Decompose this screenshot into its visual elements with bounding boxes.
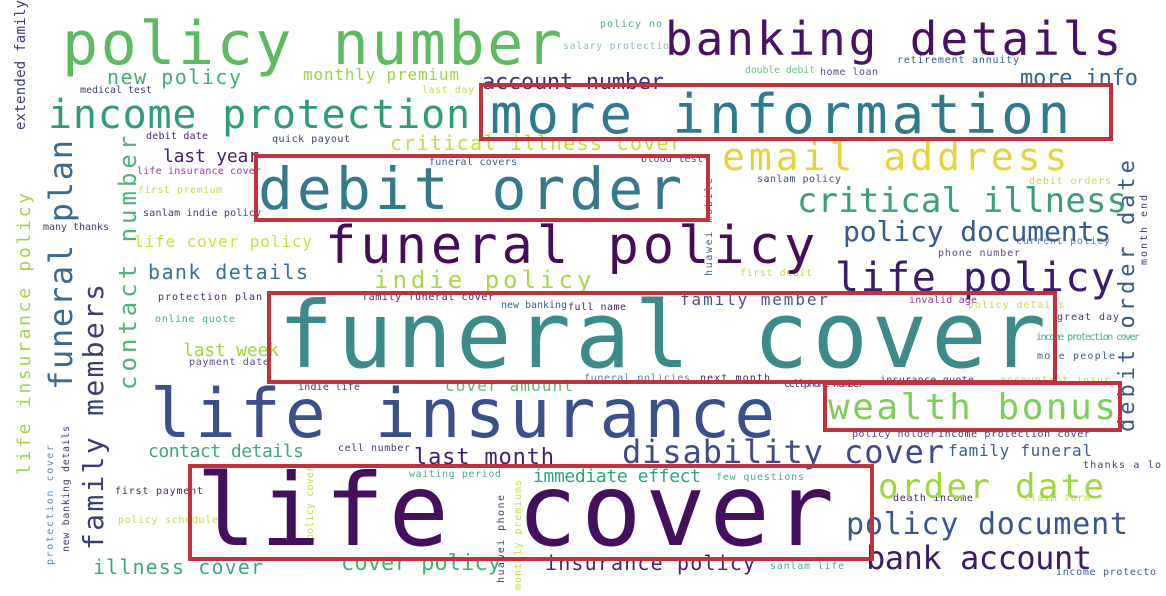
cloud-word-immediate-effect: immediate effect [533, 466, 701, 487]
cloud-word-indie-life: indie life [298, 382, 361, 393]
cloud-word-funeral-plan: funeral plan [42, 138, 80, 390]
cloud-word-last-year: last year [163, 146, 259, 167]
cloud-word-phone-number: phone number [938, 248, 1021, 259]
cloud-word-wealth-bonus: wealth bonus [828, 387, 1119, 428]
cloud-word-funeral-policies: funeral policies [584, 373, 691, 384]
cloud-word-disability-cover: disability cover [622, 433, 945, 471]
cloud-word-first-debit: first debit [740, 268, 813, 279]
cloud-word-bank-details: bank details [148, 260, 310, 284]
cloud-word-family-funeral: family funeral [948, 441, 1093, 460]
cloud-word-bank-account: bank account [866, 539, 1092, 577]
cloud-word-last-day: last day [422, 85, 475, 96]
cloud-word-family-member: family member [680, 290, 830, 309]
highlight-box-life-cover [188, 464, 874, 561]
cloud-word-banking-details: banking details [665, 12, 1124, 66]
cloud-word-policy-documents: policy documents [843, 215, 1111, 248]
cloud-word-double-debit: double debit [745, 65, 815, 76]
cloud-word-policy-schedule: policy schedule [118, 515, 219, 526]
cloud-word-debit-order: debit order [258, 155, 687, 223]
cloud-word-funeral-cover: funeral cover [278, 282, 1051, 389]
cloud-word-death-income: death income [893, 493, 974, 504]
cloud-word-funeral-policy: funeral policy [325, 216, 820, 276]
cloud-word-retirement-annuity: retirement annuity [897, 55, 1020, 66]
cloud-word-new-policy: new policy [107, 65, 243, 89]
cloud-word-current-policy: current policy [1016, 236, 1111, 247]
cloud-word-last-month: last month [414, 445, 555, 470]
highlight-box-more-information [479, 83, 1113, 141]
cloud-word-claim-form: claim form [1024, 493, 1091, 504]
highlight-box-wealth-bonus [823, 381, 1122, 432]
cloud-word-blood-test: blood test [641, 154, 704, 165]
cloud-word-next-month: next month [700, 373, 772, 384]
cloud-word-thanks-a-lot: thanks a lo [1083, 460, 1163, 471]
cloud-word-new-banking: new banking [501, 300, 568, 311]
cloud-word-indie-policy: indie policy [374, 266, 596, 294]
cloud-word-protection-plan: protection plan [158, 292, 264, 303]
cloud-word-email-address: email address [722, 135, 1072, 179]
cloud-word-extended-family: extended family [13, 0, 29, 130]
cloud-word-first-premium: first premium [138, 185, 223, 196]
cloud-word-policy-document: policy document [846, 507, 1129, 542]
highlight-box-funeral-cover [267, 291, 1057, 384]
cloud-word-sanlam-indie-policy: sanlam indie policy [143, 208, 262, 219]
cloud-word-life-insurance: life insurance [150, 375, 780, 454]
cloud-word-contact-details: contact details [148, 441, 304, 462]
cloud-word-critical-illness: critical illness [797, 181, 1128, 221]
cloud-word-home-loan: home loan [820, 67, 879, 78]
cloud-word-policy-holder: policy holder [852, 429, 937, 440]
cloud-word-family-members: family members [77, 281, 110, 550]
cloud-word-income-protection-cover-sm: income protection cover [1036, 332, 1140, 343]
cloud-word-online-quote: online quote [155, 314, 236, 325]
cloud-word-account-number: account number [482, 70, 664, 95]
cloud-word-quick-payout: quick payout [272, 134, 351, 145]
cloud-word-last-week: last week [183, 340, 279, 361]
cloud-word-salary-protection: salary protectio [563, 41, 670, 52]
cloud-word-income-protection: income protection [48, 92, 471, 138]
cloud-word-new-banking-details: new banking details [61, 425, 72, 552]
cloud-word-monthly-premium: monthly premium [303, 65, 460, 84]
cloud-word-invalid-age: invalid age [909, 295, 978, 306]
cloud-word-cell-number: cell number [338, 443, 411, 454]
cloud-word-waiting-period: waiting period [409, 469, 502, 480]
cloud-word-sanlam-policy: sanlam policy [757, 174, 842, 185]
cloud-word-life-cover-policy: life cover policy [134, 232, 313, 251]
cloud-word-first-payment: first payment [115, 486, 204, 497]
cloud-word-more-information: more information [490, 83, 1075, 146]
cloud-word-medical-test: medical test [80, 85, 153, 96]
cloud-word-funeral-covers: funeral covers [429, 157, 518, 168]
highlight-box-debit-order [254, 154, 710, 222]
cloud-word-debit-orders: debit orders [1029, 176, 1112, 187]
cloud-word-income-protecto: income protecto [1056, 567, 1157, 578]
cloud-word-month-end: month end [1139, 192, 1150, 265]
cloud-word-payment-date: payment date [189, 357, 270, 368]
cloud-word-sanlam-life: sanlam life [770, 561, 845, 572]
cloud-word-life-cover: life cover [196, 452, 839, 569]
cloud-word-debit-date: debit date [146, 131, 209, 142]
cloud-word-many-thanks: many thanks [43, 222, 110, 233]
cloud-word-policy-no: policy no [600, 19, 664, 30]
cloud-word-protection-cover: protection cover [45, 443, 56, 565]
cloud-word-policy-number: policy number [62, 9, 565, 79]
cloud-word-life-insurance-cover: life insurance cover [137, 166, 262, 177]
cloud-word-more-people: more people [1037, 351, 1117, 362]
cloud-word-order-date: order date [878, 467, 1107, 507]
cloud-word-policy-details: policy details [968, 300, 1065, 311]
cloud-word-family-funeral-cover: family funeral cover [362, 292, 495, 303]
cloud-word-great-day: great day [1057, 312, 1121, 323]
cloud-word-life-insurance-policy: life insurance policy [14, 190, 35, 475]
cloud-word-full-name: full name [568, 302, 627, 313]
cloud-word-income-protection-cover: income protection cover [938, 429, 1091, 440]
cloud-word-few-questions: few questions [716, 472, 805, 483]
cloud-word-illness-cover: illness cover [93, 555, 265, 579]
